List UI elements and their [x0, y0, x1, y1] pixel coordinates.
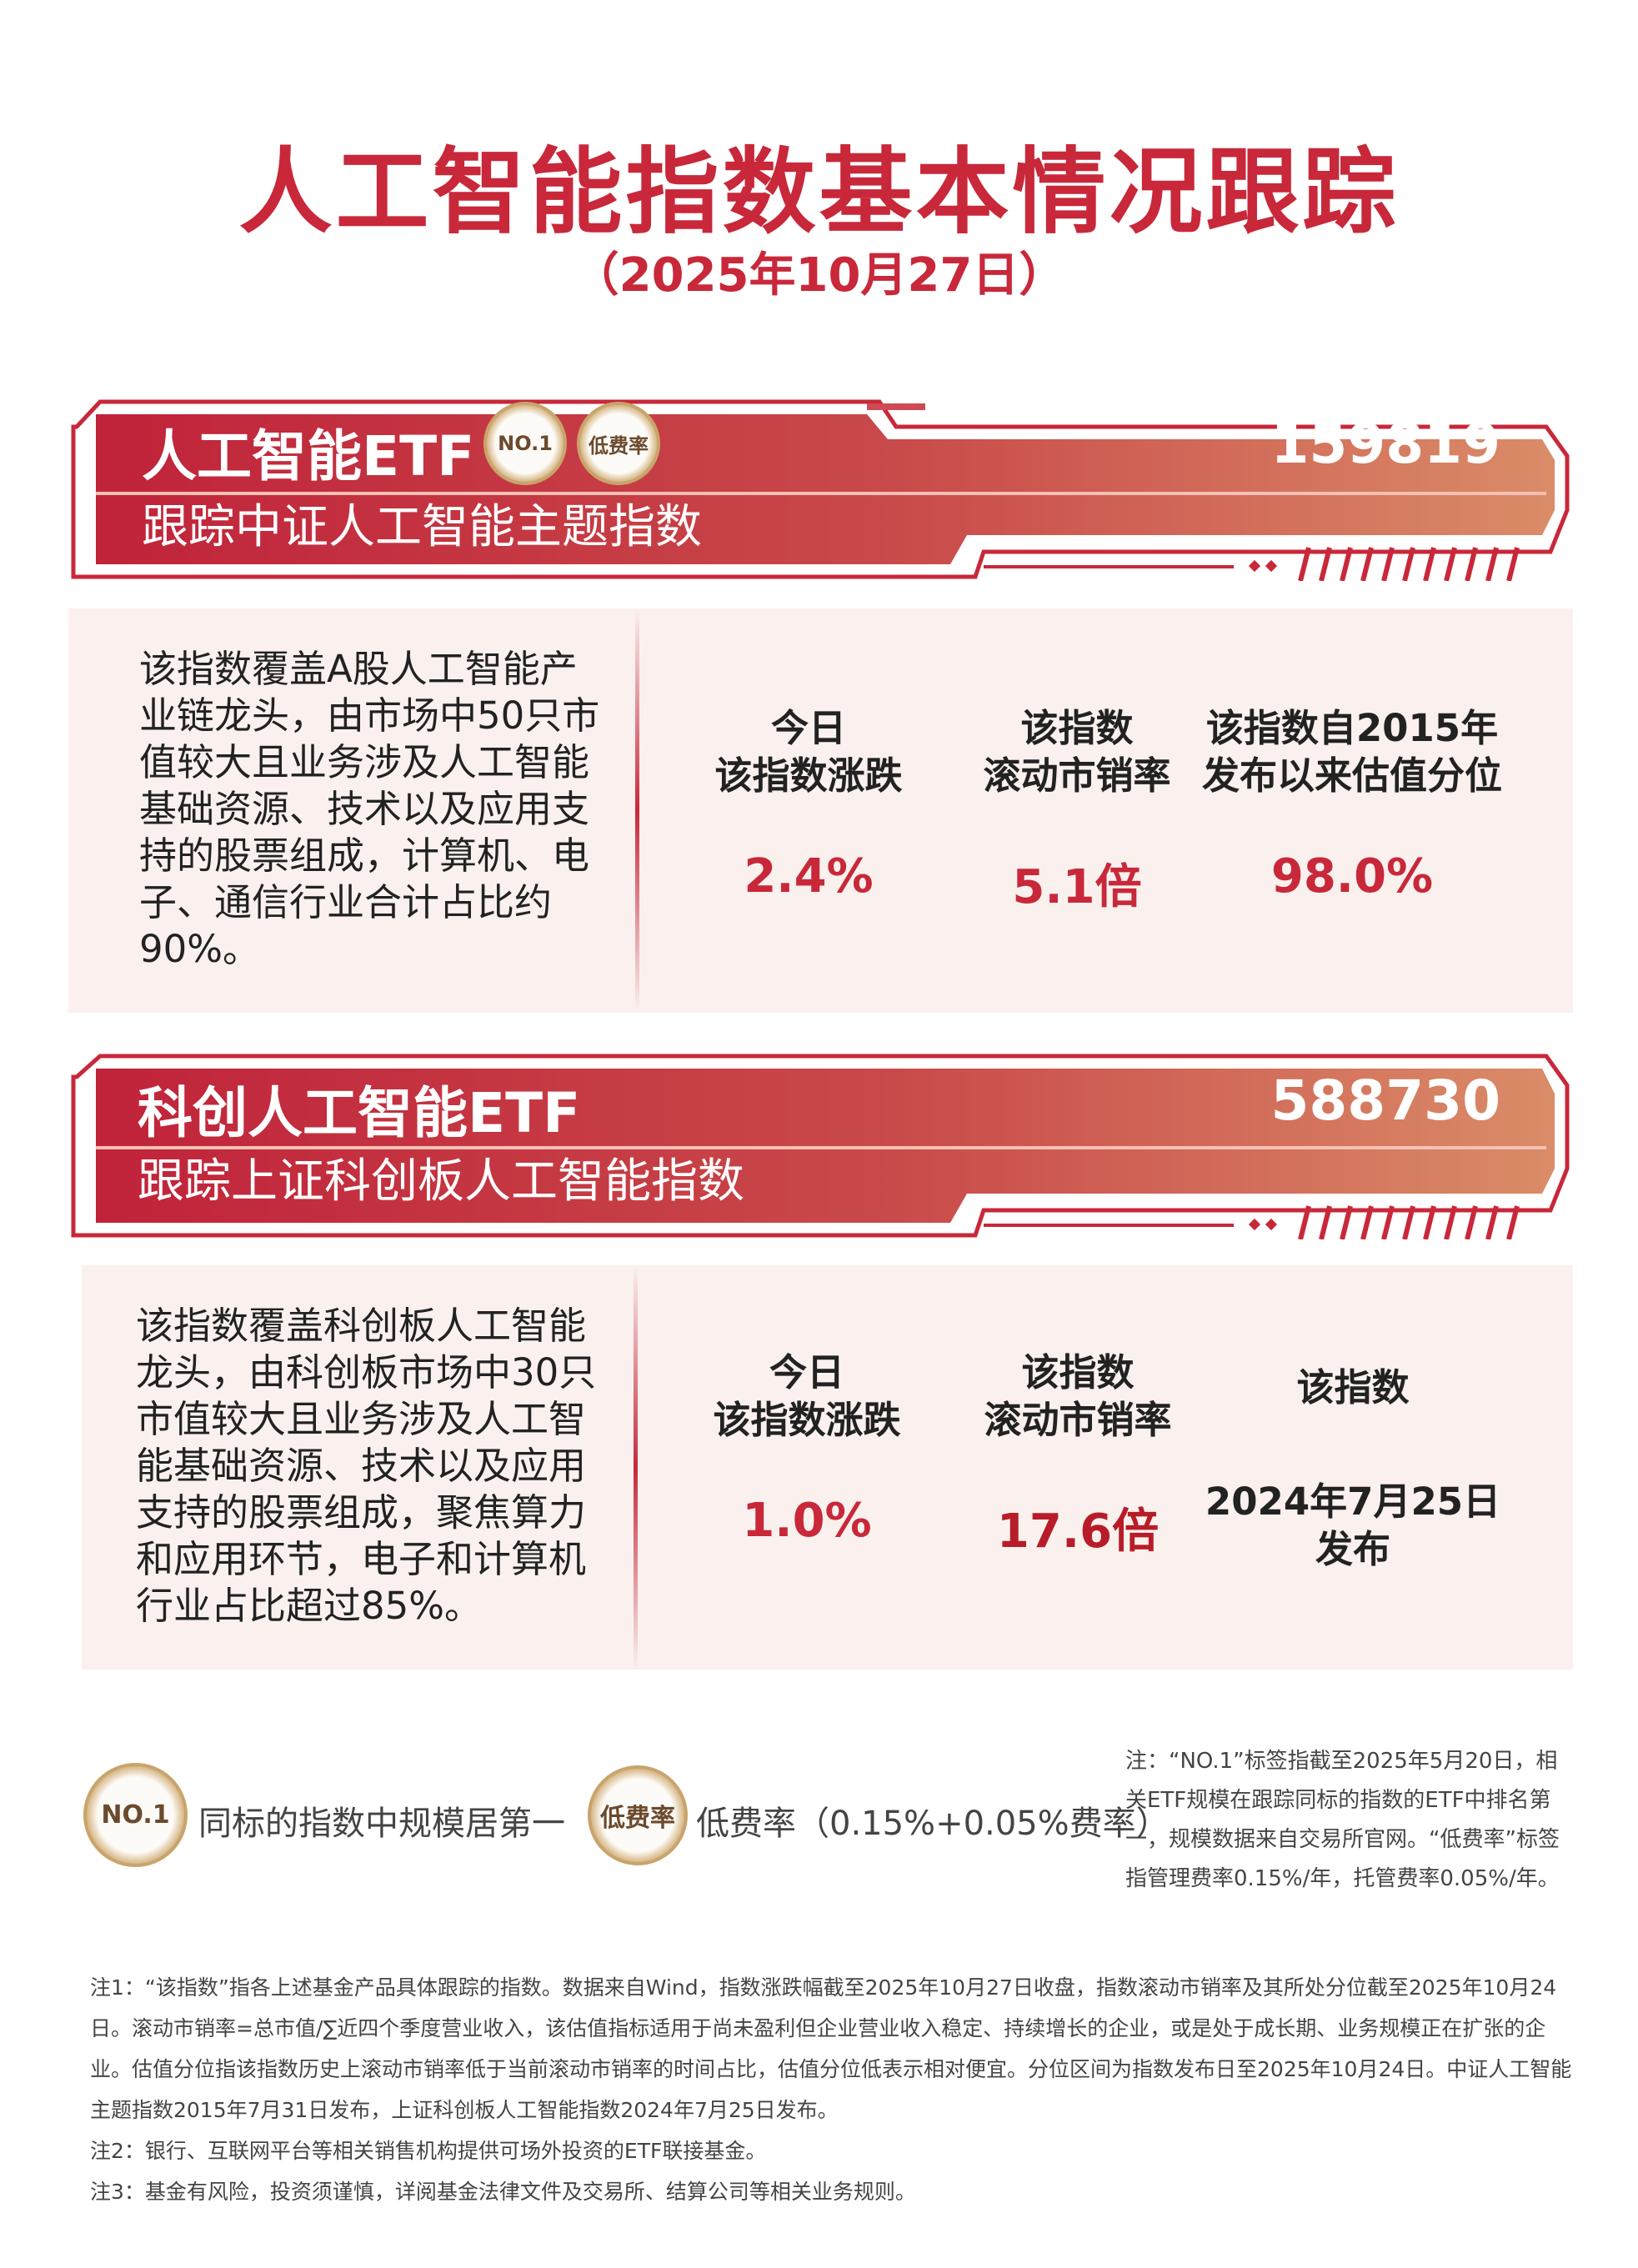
index-description: 该指数覆盖科创板人工智能龙头，由科创板市场中30只市值较大且业务涉及人工智能基础… — [136, 1304, 597, 1628]
banner-frame-icon — [71, 1054, 1570, 1239]
metric-value: 2024年7月25日 — [1205, 1479, 1501, 1524]
low-fee-badge-icon: 低费率 — [577, 402, 660, 485]
metric-value: 98.0% — [1270, 849, 1434, 904]
metric-daily-change: 今日 该指数涨跌 2.4% — [667, 704, 950, 904]
footnote-3: 注3：基金有风险，投资须谨慎，详阅基金法律文件及交易所、结算公司等相关业务规则。 — [90, 2180, 916, 2204]
tracking-index: 跟踪中证人工智能主题指数 — [142, 500, 702, 554]
index-description: 该指数覆盖A股人工智能产业链龙头，由市场中50只市值较大且业务涉及人工智能基础资… — [139, 647, 600, 971]
metric-value: 17.6倍 — [996, 1504, 1160, 1559]
fund-name: 科创人工智能ETF — [138, 1081, 581, 1145]
no1-badge-icon: NO.1 — [83, 1763, 188, 1867]
fund-banner-2: 科创人工智能ETF 588730 跟踪上证科创板人工智能指数 — [67, 1052, 1575, 1239]
metric-value: 5.1倍 — [1012, 860, 1142, 914]
metric-ps-ratio: 该指数 滚动市销率 17.6倍 — [936, 1349, 1220, 1561]
fund-banner-1: 人工智能ETF NO.1 低费率 159819 跟踪中证人工智能主题指数 — [67, 393, 1575, 581]
no1-legend-text: 同标的指数中规模居第一 — [198, 1805, 565, 1843]
low-fee-badge-icon: 低费率 — [588, 1765, 688, 1865]
metric-value: 2.4% — [744, 849, 874, 904]
divider — [634, 1265, 638, 1670]
fund-code: 588730 — [1270, 1069, 1500, 1133]
low-fee-legend-text: 低费率（0.15%+0.05%费率） — [696, 1805, 1170, 1843]
fund-info-card-2: 该指数覆盖科创板人工智能龙头，由科创板市场中30只市值较大且业务涉及人工智能基础… — [82, 1265, 1573, 1670]
metric-value: 1.0% — [742, 1494, 872, 1548]
banner-frame-icon — [71, 399, 1570, 581]
badge-note: 注：“NO.1”标签指截至2025年5月20日，相关ETF规模在跟踪同标的指数的… — [1125, 1749, 1560, 1891]
metric-daily-change: 今日 该指数涨跌 1.0% — [665, 1349, 949, 1548]
footnote-2: 注2：银行、互联网平台等相关销售机构提供可场外投资的ETF联接基金。 — [90, 2139, 767, 2163]
metric-ps-ratio: 该指数 滚动市销率 5.1倍 — [935, 704, 1219, 917]
divider — [635, 608, 639, 1013]
tracking-index: 跟踪上证科创板人工智能指数 — [138, 1154, 744, 1209]
metric-valuation-percentile: 该指数自2015年 发布以来估值分位 98.0% — [1185, 704, 1519, 904]
page-title: 人工智能指数基本情况跟踪 — [238, 138, 1400, 247]
fund-code: 159819 — [1270, 412, 1500, 476]
footnotes: 注1：“该指数”指各上述基金产品具体跟踪的指数。数据来自Wind，指数涨跌幅截至… — [90, 1967, 1574, 2212]
footnote-1: 注1：“该指数”指各上述基金产品具体跟踪的指数。数据来自Wind，指数涨跌幅截至… — [90, 1975, 1572, 2122]
page-date: （2025年10月27日） — [572, 248, 1066, 303]
no1-badge-icon: NO.1 — [483, 402, 567, 485]
fund-name: 人工智能ETF — [142, 424, 475, 488]
metric-launch-date: 该指数 2024年7月25日 发布 — [1186, 1364, 1520, 1573]
fund-info-card-1: 该指数覆盖A股人工智能产业链龙头，由市场中50只市值较大且业务涉及人工智能基础资… — [68, 608, 1573, 1013]
